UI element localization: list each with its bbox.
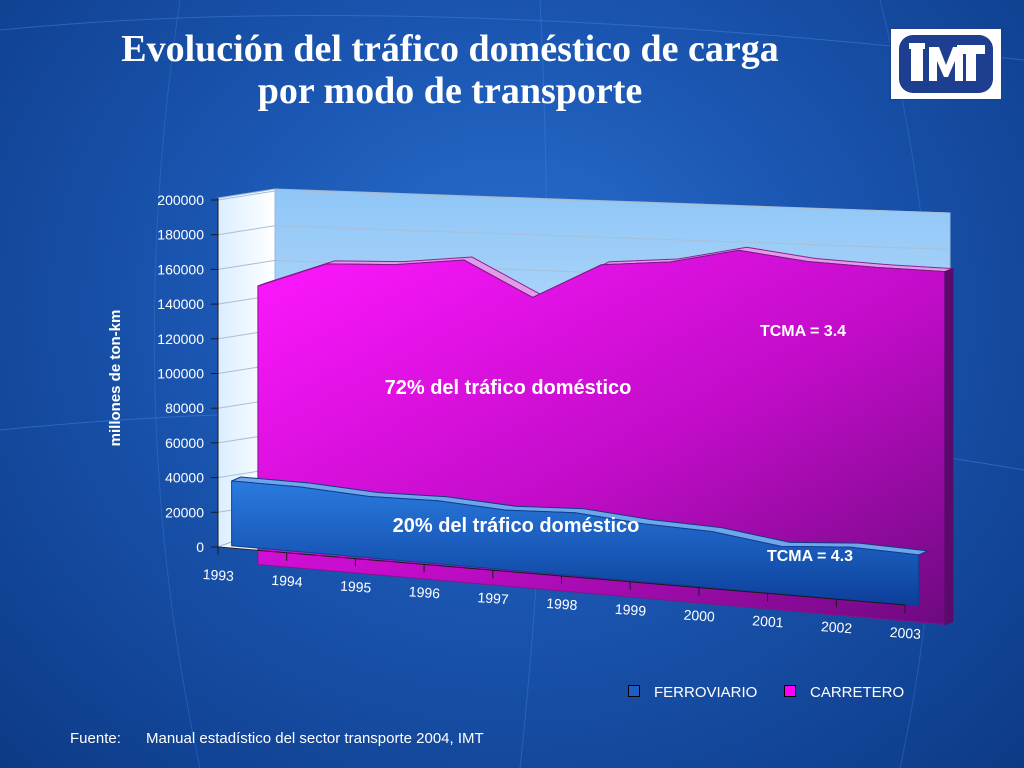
source-text: Manual estadístico del sector transporte… bbox=[146, 730, 484, 747]
x-tick-label-2: 1995 bbox=[340, 578, 372, 596]
title-line-1: Evolución del tráfico doméstico de carga bbox=[121, 28, 779, 70]
y-tick-label-7: 140000 bbox=[157, 296, 204, 312]
x-tick-label-6: 1999 bbox=[614, 601, 646, 619]
y-tick-label-8: 160000 bbox=[157, 261, 204, 277]
x-tick-label-8: 2001 bbox=[752, 612, 784, 630]
y-tick-label-10: 200000 bbox=[157, 192, 204, 208]
x-tick-label-0: 1993 bbox=[202, 566, 234, 584]
x-tick-label-1: 1994 bbox=[271, 572, 303, 590]
ferroviario-tcma-label: TCMA = 4.3 bbox=[767, 548, 853, 565]
legend-label-ferroviario: FERROVIARIO bbox=[654, 684, 758, 701]
legend-label-carretero: CARRETERO bbox=[810, 684, 905, 701]
gridline-9 bbox=[217, 225, 951, 250]
legend-item-carretero: CARRETERO bbox=[784, 684, 904, 701]
carretero-side-face bbox=[944, 267, 954, 626]
gridline-10 bbox=[217, 190, 951, 214]
x-tick-label-7: 2000 bbox=[683, 607, 715, 625]
slide-title: Evolución del tráfico doméstico de carga… bbox=[40, 28, 860, 112]
y-tick-label-0: 0 bbox=[196, 539, 204, 555]
legend-item-ferroviario: FERROVIARIO bbox=[628, 684, 757, 701]
y-tick-label-4: 80000 bbox=[165, 400, 204, 416]
carretero-share-label: 72% del tráfico doméstico bbox=[385, 377, 632, 399]
x-tick-label-9: 2002 bbox=[821, 618, 853, 636]
legend-swatch-ferroviario bbox=[628, 685, 640, 698]
x-tick-label-4: 1997 bbox=[477, 589, 509, 607]
x-tick-label-3: 1996 bbox=[408, 583, 440, 601]
y-tick-label-3: 60000 bbox=[165, 435, 204, 451]
y-axis-label: millones de ton-km bbox=[107, 310, 124, 447]
title-line-2: por modo de transporte bbox=[257, 70, 643, 112]
x-tick-label-10: 2003 bbox=[889, 624, 921, 642]
y-tick-label-9: 180000 bbox=[157, 227, 204, 243]
ferroviario-front-face bbox=[231, 480, 919, 607]
y-tick-label-5: 100000 bbox=[157, 366, 204, 382]
ferroviario-share-label: 20% del tráfico doméstico bbox=[393, 515, 640, 537]
legend-swatch-carretero bbox=[784, 685, 796, 698]
axes: 0 20000 40000 60000 80000 100000 120000 140000 1… bbox=[157, 192, 921, 642]
imt-logo bbox=[890, 28, 1002, 100]
series-ferroviario bbox=[231, 476, 930, 607]
y-tick-label-1: 20000 bbox=[165, 504, 204, 520]
x-tick-label-5: 1998 bbox=[546, 595, 578, 613]
y-tick-label-2: 40000 bbox=[165, 470, 204, 486]
imt-logo-badge bbox=[899, 35, 993, 93]
source-label: Fuente: bbox=[70, 730, 121, 747]
carretero-tcma-label: TCMA = 3.4 bbox=[760, 323, 846, 340]
y-tick-label-6: 120000 bbox=[157, 331, 204, 347]
